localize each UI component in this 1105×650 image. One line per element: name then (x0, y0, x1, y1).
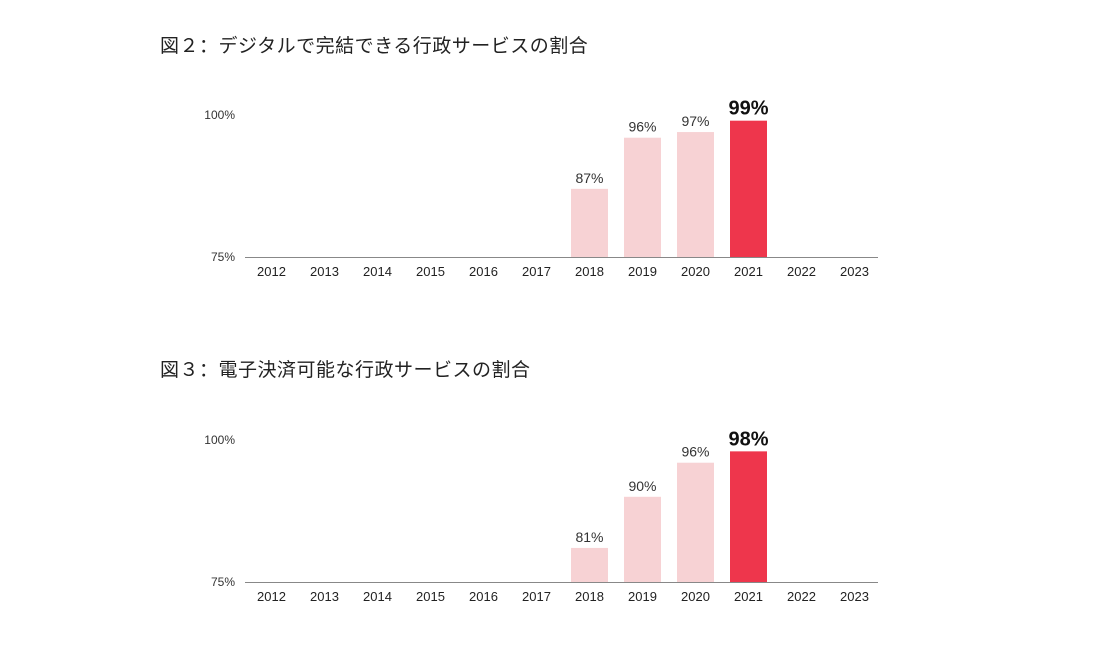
y-tick-label: 100% (204, 433, 235, 447)
data-label: 81% (575, 529, 603, 545)
chart-title: 図２：デジタルで完結できる行政サービスの割合 (160, 35, 589, 57)
x-tick-label: 2020 (681, 264, 710, 279)
x-tick-label: 2017 (522, 264, 551, 279)
x-tick-label: 2015 (416, 264, 445, 279)
chart-title: 図３：電子決済可能な行政サービスの割合 (160, 359, 531, 381)
y-tick-label: 75% (211, 250, 235, 264)
x-tick-label: 2016 (469, 589, 498, 604)
data-label: 87% (575, 170, 603, 186)
x-tick-label: 2015 (416, 589, 445, 604)
bar-chart: 75% 100% 2012 2013 2014 2015 2016 2017 81% 2018 90… (204, 428, 878, 604)
x-tick-label: 2016 (469, 264, 498, 279)
y-tick-label: 75% (211, 575, 235, 589)
x-tick-label: 2020 (681, 589, 710, 604)
bar (624, 496, 661, 582)
x-tick-label: 2023 (840, 589, 869, 604)
x-tick-label: 2023 (840, 264, 869, 279)
x-tick-label: 2021 (734, 264, 763, 279)
bar (571, 188, 608, 257)
highlight-bar (730, 120, 767, 258)
x-tick-label: 2019 (628, 589, 657, 604)
x-tick-label: 2013 (310, 264, 339, 279)
data-label: 90% (628, 478, 656, 494)
x-tick-label: 2018 (575, 589, 604, 604)
x-tick-label: 2022 (787, 264, 816, 279)
bar-chart: 75% 100% 2012 2013 2014 2015 2016 2017 87% 2018 96… (204, 98, 878, 279)
bar (624, 137, 661, 257)
x-tick-label: 2012 (257, 264, 286, 279)
x-tick-label: 2014 (363, 589, 392, 604)
data-label: 96% (628, 119, 656, 135)
data-label: 97% (681, 113, 709, 129)
x-tick-label: 2012 (257, 589, 286, 604)
bar (677, 462, 714, 582)
data-label: 96% (681, 444, 709, 460)
x-tick-label: 2017 (522, 589, 551, 604)
bar (571, 547, 608, 582)
x-tick-label: 2014 (363, 264, 392, 279)
x-tick-label: 2018 (575, 264, 604, 279)
x-tick-label: 2013 (310, 589, 339, 604)
data-label: 99% (728, 98, 768, 120)
y-tick-label: 100% (204, 108, 235, 122)
data-label: 98% (728, 428, 768, 450)
x-tick-label: 2022 (787, 589, 816, 604)
x-tick-label: 2019 (628, 264, 657, 279)
x-tick-label: 2021 (734, 589, 763, 604)
highlight-bar (730, 451, 767, 582)
bar (677, 132, 714, 257)
